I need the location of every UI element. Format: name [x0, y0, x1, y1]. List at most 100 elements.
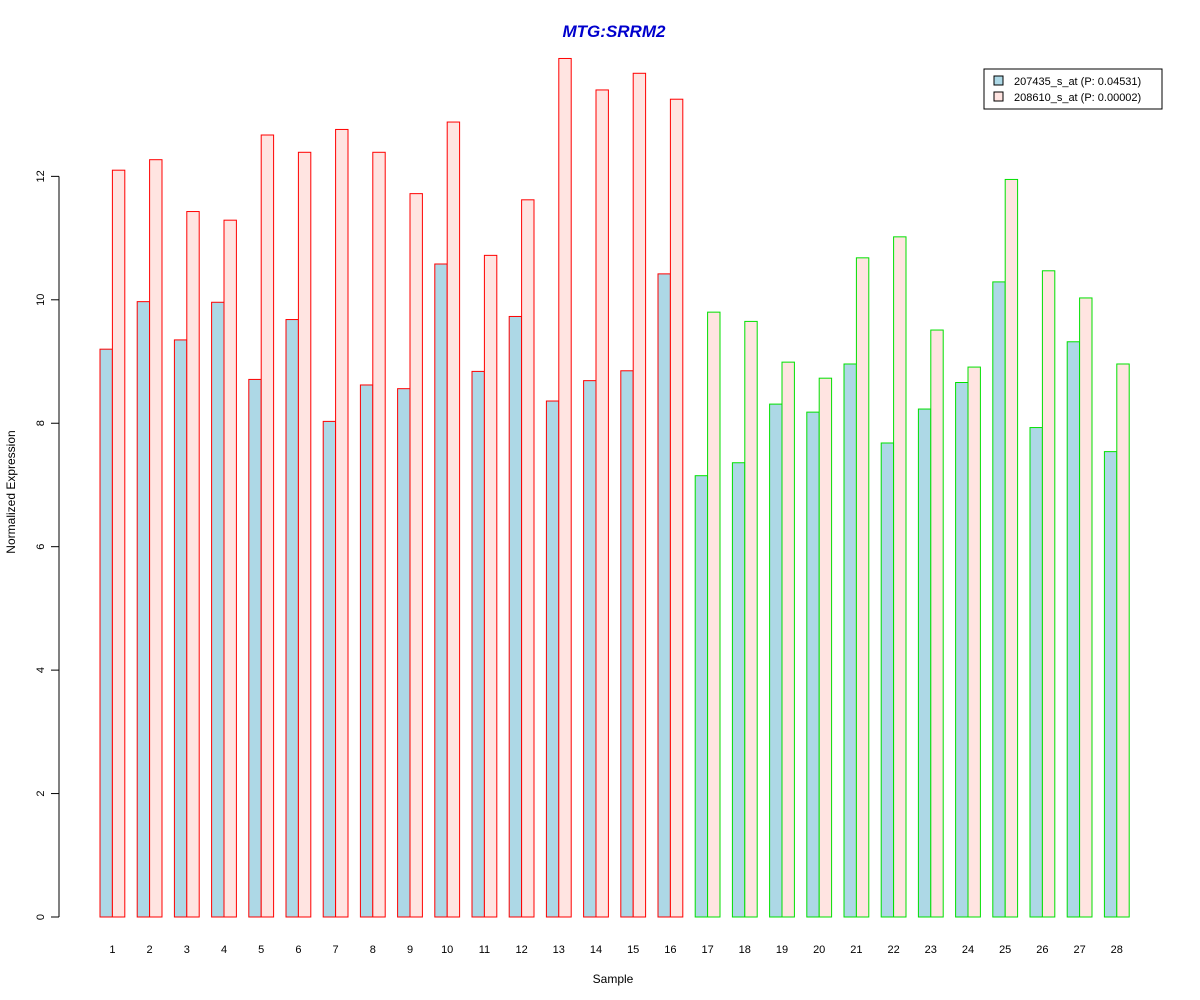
x-tick-label: 21 — [850, 944, 862, 956]
bar — [99, 348, 113, 918]
bar — [595, 89, 609, 918]
chart-title: MTG:SRRM2 — [563, 22, 666, 41]
x-tick-label: 1 — [109, 944, 115, 956]
bar — [917, 408, 932, 918]
x-tick-label: 26 — [1036, 944, 1048, 956]
legend-label: 207435_s_at (P: 0.04531) — [1014, 76, 1141, 88]
bar — [173, 339, 188, 918]
bar — [297, 151, 312, 918]
x-tick-label: 28 — [1111, 944, 1123, 956]
bar — [409, 193, 423, 918]
bar — [806, 411, 820, 918]
y-axis: 0 2 4 6 8 10 12 — [35, 170, 60, 920]
x-tick-label: 20 — [813, 944, 825, 956]
x-tick-labels: 1 2 3 4 5 6 7 8 9 10 11 12 13 14 15 16 17 18 19 20 21 22 23 24 2… — [109, 944, 1123, 956]
y-tick-label: 4 — [35, 667, 47, 673]
bar — [372, 151, 386, 918]
legend-swatch — [993, 75, 1004, 86]
bar — [583, 380, 597, 918]
bar — [149, 159, 163, 918]
bar — [260, 134, 275, 918]
y-tick-label: 2 — [35, 790, 47, 796]
bar — [211, 301, 225, 918]
bar — [508, 315, 523, 918]
bar — [471, 370, 485, 918]
bar — [855, 257, 870, 918]
y-tick-label: 8 — [35, 420, 47, 426]
bar — [744, 320, 758, 918]
bar — [1079, 297, 1093, 918]
bar — [545, 400, 560, 918]
x-tick-label: 3 — [184, 944, 190, 956]
bar-series-group — [99, 57, 1130, 918]
y-tick-label: 12 — [35, 170, 47, 182]
x-tick-label: 13 — [553, 944, 565, 956]
bar — [322, 420, 337, 918]
bar — [136, 301, 151, 918]
x-tick-label: 6 — [295, 944, 301, 956]
bar — [434, 263, 448, 918]
bar — [446, 121, 461, 918]
bar — [1116, 363, 1130, 918]
bar — [893, 236, 907, 918]
bar — [285, 319, 299, 918]
x-tick-label: 7 — [333, 944, 339, 956]
bar — [359, 384, 374, 918]
bar — [930, 329, 944, 918]
x-tick-label: 2 — [147, 944, 153, 956]
bar — [669, 98, 684, 918]
bar — [1029, 427, 1043, 918]
bar — [186, 211, 200, 918]
x-axis-label: Sample — [593, 972, 634, 986]
x-tick-label: 23 — [925, 944, 937, 956]
bar — [955, 382, 969, 918]
bar — [558, 57, 572, 918]
y-tick-label: 6 — [35, 544, 47, 550]
x-tick-label: 27 — [1073, 944, 1085, 956]
bar — [1041, 270, 1056, 918]
x-tick-label: 22 — [887, 944, 899, 956]
bar — [843, 363, 857, 918]
bar — [707, 311, 721, 918]
bar — [1103, 451, 1118, 918]
bar — [223, 219, 237, 918]
x-tick-label: 24 — [962, 944, 974, 956]
bar — [731, 462, 746, 918]
bar — [1004, 178, 1019, 918]
x-tick-label: 11 — [479, 944, 490, 956]
x-tick-label: 4 — [221, 944, 227, 956]
x-tick-label: 14 — [590, 944, 602, 956]
x-tick-label: 15 — [627, 944, 639, 956]
x-tick-label: 18 — [739, 944, 751, 956]
x-tick-label: 16 — [664, 944, 676, 956]
bar — [620, 370, 634, 918]
x-tick-label: 10 — [441, 944, 453, 956]
x-tick-label: 5 — [258, 944, 264, 956]
bar — [483, 254, 498, 918]
bar — [880, 442, 895, 918]
x-tick-label: 17 — [701, 944, 713, 956]
bar — [967, 366, 981, 918]
x-tick-label: 9 — [407, 944, 413, 956]
bar — [248, 378, 262, 918]
x-tick-label: 8 — [370, 944, 376, 956]
x-tick-label: 25 — [999, 944, 1011, 956]
y-tick-label: 10 — [35, 294, 47, 306]
x-tick-label: 12 — [515, 944, 527, 956]
legend-box — [983, 68, 1163, 110]
legend-swatch — [993, 91, 1004, 102]
bar — [111, 169, 126, 918]
bar — [769, 403, 783, 918]
bar — [521, 199, 535, 918]
bar — [657, 273, 671, 918]
legend-label: 208610_s_at (P: 0.00002) — [1014, 92, 1141, 104]
bar — [632, 72, 647, 918]
bar — [992, 281, 1006, 918]
bar — [694, 475, 709, 918]
x-tick-label: 19 — [776, 944, 788, 956]
bar — [397, 388, 411, 918]
y-axis-label: Normalized Expression — [4, 430, 18, 553]
legend: 207435_s_at (P: 0.04531) 208610_s_at (P:… — [983, 68, 1163, 110]
bar — [1066, 341, 1081, 918]
